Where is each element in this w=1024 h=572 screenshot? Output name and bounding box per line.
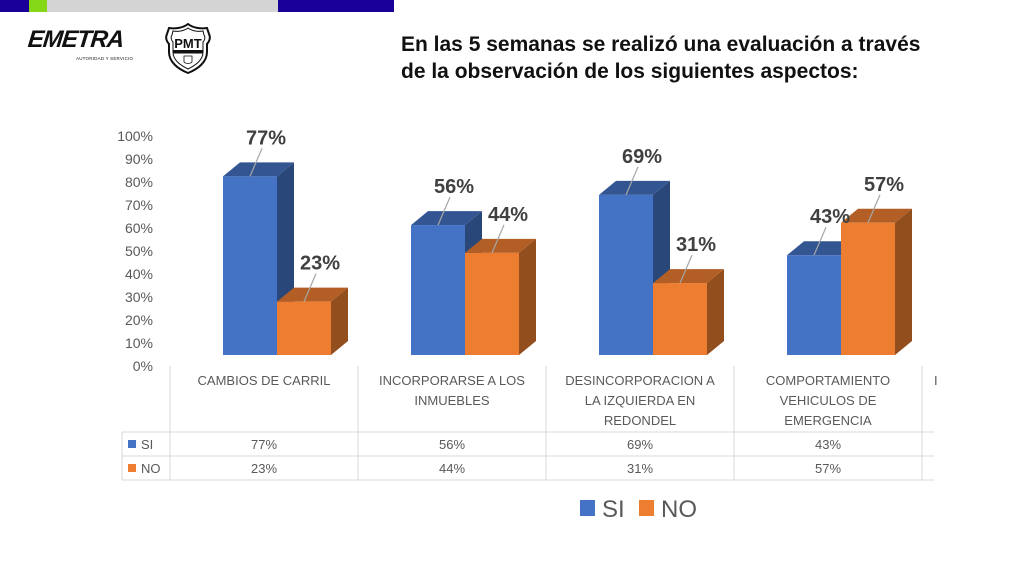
category-label: CAMBIOS DE CARRIL [198, 373, 331, 388]
slide-title-line-2: de la observación de los siguientes aspe… [401, 60, 859, 83]
slide-title: En las 5 semanas se realizó una evaluaci… [401, 31, 961, 85]
table-cell-value: 69% [627, 437, 653, 452]
data-label-leader-line [867, 194, 881, 223]
data-label: 77% [246, 127, 286, 149]
y-tick-label: 70% [125, 197, 153, 213]
bar-side-no [895, 208, 912, 355]
emetra-logo-tagline: AUTORIDAD Y SERVICIO [76, 56, 134, 61]
y-tick-label: 40% [125, 266, 153, 282]
slide-title-line-1: En las 5 semanas se realizó una evaluaci… [401, 33, 921, 56]
data-label: 56% [434, 176, 474, 198]
category-label: INMUEBLES [414, 393, 489, 408]
y-tick-label: 0% [133, 358, 153, 374]
data-label-leader-line [625, 166, 639, 196]
accent-segment-blue-right [278, 0, 394, 12]
table-cell-value: 56% [439, 437, 465, 452]
data-label-leader-line [249, 148, 263, 177]
bar-no [653, 283, 707, 355]
y-tick-label: 30% [125, 289, 153, 305]
bar-top-no [653, 269, 724, 284]
table-series-label: NO [141, 461, 161, 476]
accent-segment-green [29, 0, 47, 12]
table-legend-key-no [128, 464, 136, 472]
table-cell-value: 43% [815, 437, 841, 452]
y-tick-label: 100% [117, 128, 153, 144]
category-label: VEHICULOS DE [780, 393, 877, 408]
category-label: COMPORTAMIENTO [766, 373, 890, 388]
data-label-leader-line [303, 273, 317, 302]
data-label: 31% [676, 234, 716, 256]
y-tick-label: 80% [125, 174, 153, 190]
bar-no [465, 252, 519, 355]
category-label: REDONDEL [604, 413, 676, 428]
bar-si [599, 194, 653, 355]
category-label: I [934, 373, 938, 388]
pmt-shield-logo: PMT [165, 22, 211, 74]
y-tick-label: 10% [125, 335, 153, 351]
emetra-logo: EMETRA AUTORIDAD Y SERVICIO [27, 26, 138, 61]
legend-key-no [639, 500, 654, 516]
pmt-logo-text: PMT [174, 36, 202, 51]
legend-label-si: SI [602, 496, 625, 523]
bar-top-si [223, 162, 294, 177]
table-cell-value: 44% [439, 461, 465, 476]
bar-top-si [787, 241, 858, 256]
table-cell-value: 31% [627, 461, 653, 476]
accent-segment-blue [0, 0, 29, 12]
legend-label-no: NO [661, 496, 697, 523]
data-label-leader-line [437, 196, 451, 226]
table-series-label: SI [141, 437, 153, 452]
category-label: INCORPORARSE A LOS [379, 373, 525, 388]
bar-top-no [465, 238, 536, 253]
category-label: EMERGENCIA [784, 413, 872, 428]
bar-top-no [277, 287, 348, 302]
data-label: 57% [864, 174, 904, 196]
data-label-leader-line [491, 224, 505, 254]
accent-segment-gray [47, 0, 278, 12]
bar-no [841, 222, 895, 355]
bar-top-si [599, 180, 670, 195]
y-tick-label: 50% [125, 243, 153, 259]
bar-top-si [411, 211, 482, 226]
table-cell-value: 57% [815, 461, 841, 476]
data-label-leader-line [679, 254, 693, 284]
bar-si [223, 176, 277, 355]
bar-top-no [841, 208, 912, 223]
y-tick-label: 20% [125, 312, 153, 328]
top-accent-bar [0, 0, 394, 12]
bar-si [411, 225, 465, 355]
legend-key-si [580, 500, 595, 516]
y-tick-label: 60% [125, 220, 153, 236]
bar-side-no [331, 287, 348, 355]
category-label: DESINCORPORACION A [565, 373, 715, 388]
bar-side-no [519, 238, 536, 355]
data-label: 43% [810, 206, 850, 228]
data-label: 23% [300, 253, 340, 275]
data-label: 69% [622, 146, 662, 168]
data-label-leader-line [813, 227, 827, 256]
bar-side-no [707, 269, 724, 355]
data-label: 44% [488, 204, 528, 226]
bar-no [277, 301, 331, 355]
bar-si [787, 255, 841, 355]
table-cell-value: 77% [251, 437, 277, 452]
category-label: LA IZQUIERDA EN [585, 393, 696, 408]
table-cell-value: 23% [251, 461, 277, 476]
y-tick-label: 90% [125, 151, 153, 167]
table-legend-key-si [128, 440, 136, 448]
